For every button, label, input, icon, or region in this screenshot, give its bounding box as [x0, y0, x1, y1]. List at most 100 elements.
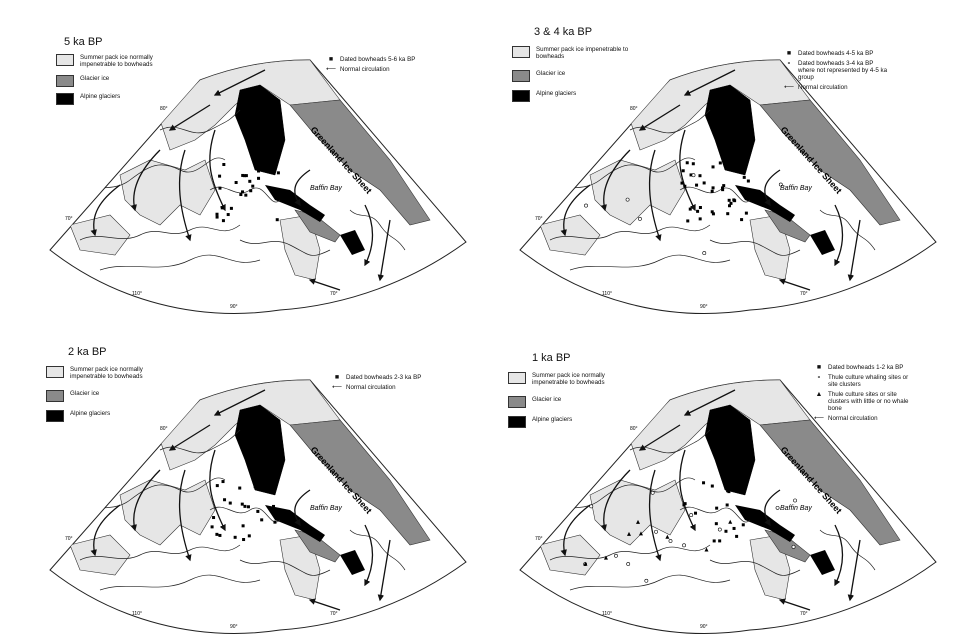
bowhead-marker [229, 206, 233, 210]
bowhead-marker [253, 485, 257, 489]
legend-pack-ice: Summer pack ice normally impenetrable to… [80, 54, 153, 68]
open-circle-icon: ∘ [786, 60, 792, 67]
bowhead-marker [714, 522, 718, 526]
symbol-label: Normal circulation [340, 66, 390, 73]
map-panel-5ka: Greenland Ice Sheet Baffin Bay 80° 70° 110° 9… [10, 10, 480, 320]
bowhead-marker [744, 211, 748, 215]
bowhead-marker [695, 183, 699, 187]
bowhead-marker [212, 516, 216, 520]
bowhead-marker [215, 215, 219, 219]
bowhead-marker [710, 189, 714, 193]
glacier-ice-swatch [56, 75, 74, 87]
bowhead-marker [222, 163, 226, 167]
bowhead-marker [238, 486, 242, 490]
bowhead-marker [710, 484, 714, 488]
symbol-legend: ■ Dated bowheads 2-3 ka BP ⟵ Normal circul… [328, 374, 458, 394]
bowhead-marker [721, 186, 725, 190]
lon-70-label: 70° [330, 611, 338, 617]
legend-alpine: Alpine glaciers [532, 416, 573, 423]
bowhead-marker [721, 188, 725, 192]
bowhead-marker [273, 520, 277, 524]
site-marker [637, 216, 642, 221]
bowhead-marker [239, 193, 243, 197]
alpine-glacier-swatch [56, 93, 74, 105]
bowhead-marker [221, 480, 225, 484]
baffin-bay-label: Baffin Bay [780, 185, 812, 192]
bowhead-marker [241, 190, 245, 194]
site-marker [791, 544, 796, 549]
bowhead-marker [728, 204, 732, 208]
lon-110-label: 110° [132, 611, 142, 617]
arrow-left-icon: ⟵ [783, 84, 795, 91]
map-panel-1ka: Greenland Ice Sheet Baffin Bay 80° 70° 110° 9… [480, 330, 950, 640]
bowhead-marker [698, 174, 702, 178]
baffin-bay-label: Baffin Bay [310, 185, 342, 192]
bowhead-marker [210, 525, 214, 529]
bowhead-marker [727, 490, 731, 494]
bowhead-marker [691, 162, 695, 166]
bowhead-marker [712, 539, 716, 543]
bowhead-marker [234, 181, 238, 185]
bowhead-marker [718, 539, 722, 543]
bowhead-marker [683, 184, 687, 188]
site-marker [793, 498, 797, 503]
bowhead-marker [702, 481, 706, 485]
legend-pack-ice: Summer pack ice impenetrable to bowheads [536, 46, 629, 60]
symbol-label: Normal circulation [828, 415, 878, 422]
lon-110-label: 110° [602, 611, 612, 617]
lon-70-label: 70° [330, 291, 338, 297]
symbol-label: Thule culture whaling sites or site clus… [828, 374, 909, 388]
bowhead-marker [240, 502, 244, 506]
site-marker [717, 527, 722, 532]
bowhead-marker [215, 484, 219, 488]
thule-site-marker [665, 534, 670, 539]
symbol-label: Normal circulation [346, 384, 396, 391]
arrow-left-icon: ⟵ [813, 415, 825, 422]
legend-glacier-ice: Glacier ice [536, 70, 566, 77]
bowhead-marker [248, 179, 252, 183]
bowhead-marker [680, 181, 684, 185]
bowhead-marker [249, 189, 253, 193]
bowhead-markers [583, 481, 797, 583]
bowhead-marker [246, 505, 250, 509]
site-marker [626, 562, 631, 566]
legend-alpine: Alpine glaciers [80, 93, 121, 100]
baffin-bay-label: Baffin Bay [780, 505, 812, 512]
bowhead-marker [215, 212, 219, 216]
bowhead-marker [682, 503, 686, 507]
bowhead-marker [226, 213, 230, 217]
panel-title: 2 ka BP [68, 346, 107, 358]
symbol-label: Dated bowheads 3-4 ka BP where not repre… [798, 60, 888, 81]
site-marker [668, 539, 673, 543]
bowhead-marker [275, 218, 279, 222]
lon-70-label: 70° [800, 291, 808, 297]
open-circle-icon: ∘ [816, 374, 822, 381]
bowhead-marker [710, 210, 714, 214]
bowhead-marker [715, 506, 719, 510]
bowhead-marker [223, 498, 227, 502]
legend-alpine: Alpine glaciers [536, 90, 577, 97]
bowhead-marker [724, 529, 728, 533]
thule-site-marker [603, 555, 608, 560]
bowhead-marker [256, 509, 260, 513]
bowhead-marker [711, 186, 715, 190]
legend-pack-ice: Summer pack ice normally impenetrable to… [70, 366, 143, 380]
bowhead-marker [740, 218, 744, 222]
lon-90-label: 90° [700, 624, 708, 630]
lat-70-label: 70° [65, 216, 73, 222]
bowhead-marker [711, 165, 715, 169]
pack-ice-swatch [56, 54, 74, 66]
site-marker [689, 513, 694, 517]
bowhead-marker [735, 534, 739, 538]
bowhead-marker [244, 193, 248, 197]
bowhead-marker [247, 534, 251, 538]
black-square-icon: ■ [816, 364, 822, 371]
symbol-legend: ■ Dated bowheads 5-6 ka BP ⟵ Normal circul… [322, 56, 452, 76]
bowhead-marker [696, 209, 700, 213]
lat-80-label: 80° [160, 426, 168, 432]
bowhead-marker [729, 201, 733, 205]
bowhead-marker [215, 532, 219, 536]
